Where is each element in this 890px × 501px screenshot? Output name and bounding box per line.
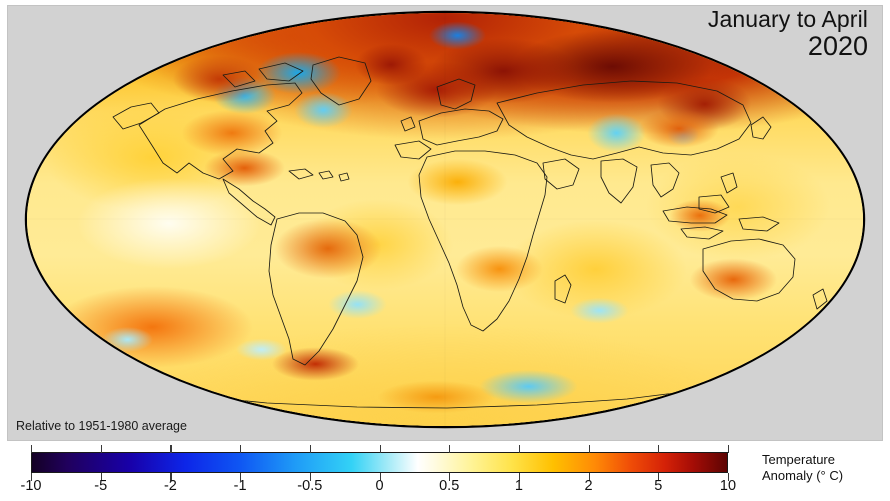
colorbar-tick-label-5: 5 [654, 478, 663, 494]
colorbar-tick-lower--10 [31, 473, 33, 481]
colorbar-tick-label-0.5: 0.5 [439, 478, 460, 494]
colorbar-title: Temperature Anomaly (° C) [762, 452, 843, 485]
colorbar-tick-lower--0.5 [309, 473, 311, 481]
anomaly-blob-south-pacific-warm [52, 285, 253, 369]
colorbar-tick-label-2: 2 [584, 478, 593, 494]
colorbar-tick-5 [658, 445, 660, 453]
anomaly-blob-east-pacific-cool [77, 178, 262, 270]
colorbar-tick--10 [31, 445, 33, 453]
colorbar-tick-1 [518, 445, 521, 453]
anomaly-blob-australia-warm [679, 252, 788, 307]
colorbar-tick-lower-2 [588, 473, 590, 481]
anomaly-blob-pacific-cool-south [93, 322, 161, 356]
anomaly-blob-africa-south-warm [445, 240, 554, 298]
colorbar-tick-label--2: -2 [163, 478, 177, 494]
anomaly-blob-antarctic-interior [361, 376, 512, 418]
anomaly-blob-south-atlantic-cool [319, 285, 395, 323]
colorbar-tick--0.5 [309, 445, 311, 453]
anomaly-blob-antarctic-peninsula-hot [261, 343, 370, 385]
colorbar-gradient [31, 452, 728, 473]
colorbar-tick-label--5: -5 [94, 478, 108, 494]
colorbar-tick-0.5 [449, 445, 451, 453]
anomaly-blob-canada-hot [160, 50, 278, 108]
colorbar-tick--2 [170, 445, 172, 453]
colorbar-tick-lower--1 [240, 473, 242, 481]
colorbar-tick-lower-5 [658, 473, 660, 481]
anomaly-blob-scandinavia-hot [344, 37, 437, 92]
global-anomaly-map [27, 13, 863, 426]
colorbar-tick-label--10: -10 [20, 478, 42, 494]
anomaly-blob-sahara-warm [394, 153, 521, 212]
colorbar-tick-2 [588, 445, 590, 453]
anomaly-blob-china-warm [628, 103, 730, 154]
anomaly-blob-amazon-warm [261, 211, 395, 286]
anomaly-blob-mexico-warm [194, 145, 295, 191]
colorbar-tick--1 [240, 445, 242, 453]
mollweide-ellipse [27, 13, 863, 426]
colorbar-tick-lower-0 [379, 473, 381, 481]
title-period: January to April [707, 6, 868, 32]
title-year: 2020 [807, 30, 868, 61]
title-block: January to April 2020 [707, 6, 868, 61]
coastline-overlay [27, 13, 863, 426]
colorbar-tick-lower-10 [728, 473, 730, 481]
colorbar-tick-label-10: 10 [719, 478, 737, 494]
colorbar-tick-lower-1 [518, 473, 521, 481]
colorbar-tick--5 [100, 445, 102, 453]
colorbar-tick-lower-0.5 [449, 473, 451, 481]
colorbar-tick-label--1: -1 [233, 478, 247, 494]
colorbar-tick-lower--5 [100, 473, 102, 481]
anomaly-blob-indian-south-cool [562, 293, 638, 327]
colorbar-area: -10 -5 -2 -1 -0.5 0 0.5 1 2 5 10 [0, 441, 890, 501]
colorbar-tick-label-0: 0 [375, 478, 384, 494]
baseline-caption: Relative to 1951-1980 average [16, 419, 187, 433]
colorbar-tick-0 [379, 445, 381, 453]
colorbar-tick-label--0.5: -0.5 [297, 478, 323, 494]
colorbar-tick-label-1: 1 [514, 478, 523, 494]
colorbar-title-line2: Anomaly (° C) [762, 468, 844, 484]
colorbar-tick-lower--2 [170, 473, 172, 481]
graticule-overlay [27, 13, 863, 426]
colorbar-tick-10 [728, 445, 730, 453]
colorbar-title-line1: Temperature [762, 452, 835, 467]
